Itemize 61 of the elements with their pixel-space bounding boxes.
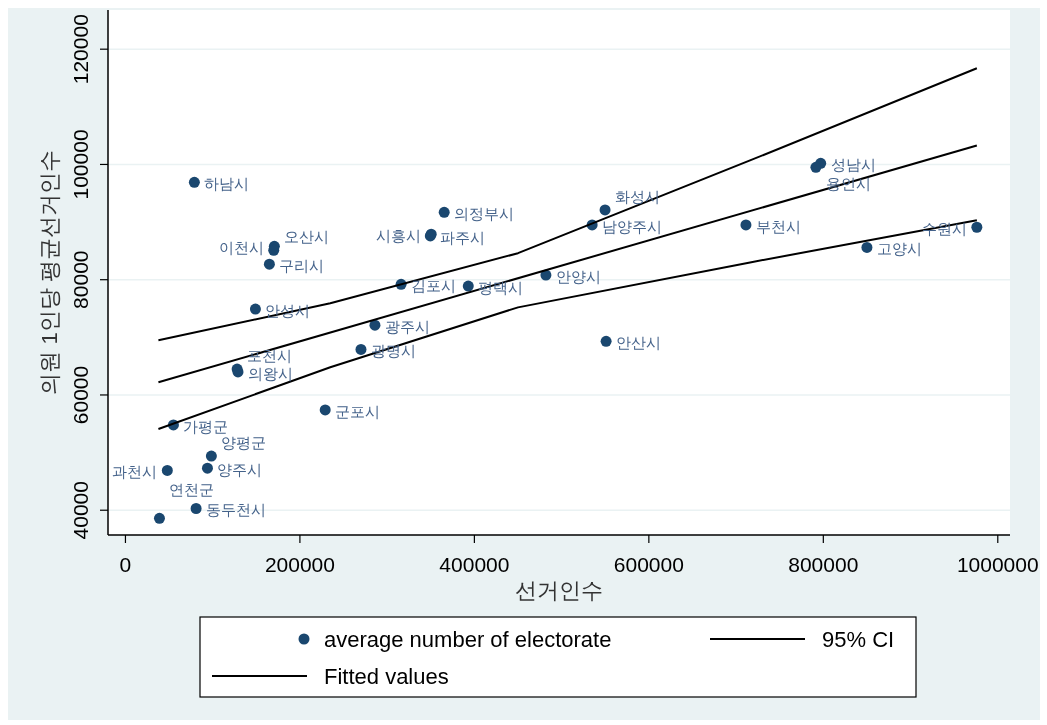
x-tick-label: 1000000 bbox=[956, 553, 1039, 576]
annotation: 과천시 bbox=[112, 463, 158, 481]
point bbox=[205, 450, 217, 462]
annotation: 연천군 bbox=[169, 481, 215, 499]
y-tick-label: 100000 bbox=[69, 129, 92, 200]
annotation: 이천시 bbox=[219, 239, 265, 257]
point bbox=[599, 204, 611, 216]
point bbox=[249, 303, 261, 315]
point bbox=[438, 206, 450, 218]
annotation: 오산시 bbox=[283, 228, 329, 246]
annotation: 하남시 bbox=[204, 175, 250, 193]
annotation: 화성시 bbox=[615, 187, 661, 205]
x-tick-label: 800000 bbox=[788, 553, 859, 576]
annotation: 양주시 bbox=[217, 461, 263, 479]
point bbox=[861, 241, 873, 253]
x-tick-label: 400000 bbox=[439, 553, 510, 576]
annotation: 안산시 bbox=[616, 334, 662, 352]
annotation: 김포시 bbox=[411, 277, 457, 295]
x-tick-label: 200000 bbox=[264, 553, 335, 576]
annotation: 군포시 bbox=[335, 402, 381, 420]
annotation: 포천시 bbox=[247, 347, 293, 365]
annotation: 성남시 bbox=[830, 156, 876, 174]
y-tick-label: 80000 bbox=[69, 250, 92, 309]
point bbox=[188, 176, 200, 188]
point bbox=[201, 462, 213, 474]
point bbox=[369, 319, 381, 331]
annotation: 의왕시 bbox=[247, 364, 293, 382]
point bbox=[600, 335, 612, 347]
annotation: 구리시 bbox=[279, 257, 325, 275]
point bbox=[319, 404, 331, 416]
annotation: 부천시 bbox=[755, 217, 801, 235]
annotation: 동두천시 bbox=[206, 501, 267, 519]
point bbox=[462, 280, 474, 292]
legend-label: 95% CI bbox=[822, 627, 895, 652]
point bbox=[263, 258, 275, 270]
point bbox=[971, 221, 983, 233]
annotation: 의정부시 bbox=[454, 205, 515, 223]
annotation: 고양시 bbox=[876, 240, 922, 258]
x-tick-label: 0 bbox=[119, 553, 132, 576]
point bbox=[810, 161, 822, 173]
legend-label: average number of electorate bbox=[324, 627, 612, 652]
annotation: 파주시 bbox=[440, 228, 486, 246]
x-tick-label: 600000 bbox=[613, 553, 684, 576]
point bbox=[740, 219, 752, 231]
y-tick-label: 60000 bbox=[69, 365, 92, 425]
annotation: 광주시 bbox=[384, 318, 430, 336]
legend-label: Fitted values bbox=[324, 664, 449, 689]
annotation: 가평군 bbox=[183, 417, 229, 435]
annotation: 시흥시 bbox=[376, 227, 422, 245]
y-axis-title: 의원 1인당 평균선거인수 bbox=[37, 150, 62, 395]
x-axis-title: 선거인수 bbox=[515, 578, 603, 603]
point bbox=[355, 343, 367, 355]
annotation: 평택시 bbox=[478, 279, 524, 297]
annotation: 양평군 bbox=[221, 434, 267, 452]
point bbox=[153, 512, 165, 524]
annotation: 안양시 bbox=[555, 268, 601, 286]
y-tick-label: 40000 bbox=[69, 481, 92, 540]
y-tick-label: 120000 bbox=[69, 14, 92, 85]
point bbox=[161, 464, 173, 476]
point bbox=[190, 502, 202, 514]
annotation: 남양주시 bbox=[602, 217, 663, 235]
